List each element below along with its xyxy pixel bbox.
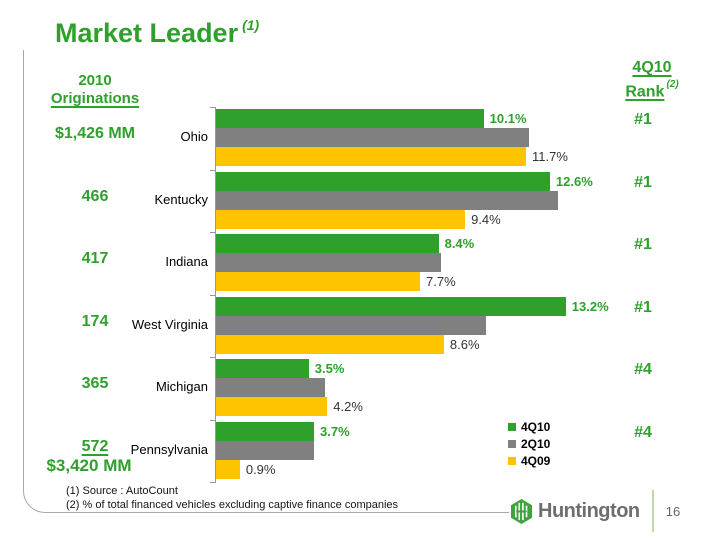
bar-label-4q09: 0.9% bbox=[245, 461, 276, 477]
rank-value: #1 bbox=[634, 111, 652, 128]
origination-value: 365 bbox=[81, 375, 109, 392]
bar-4q09 bbox=[216, 209, 466, 229]
origination-value: 174 bbox=[81, 312, 109, 330]
origination-value: 417 bbox=[81, 250, 109, 267]
bar-2q10 bbox=[216, 253, 442, 272]
rank-header: 4Q10 Rank (2) bbox=[610, 58, 694, 102]
category-label: West Virginia bbox=[131, 316, 208, 332]
origination-value: 572 bbox=[81, 437, 109, 455]
bar-label-4q10: 10.1% bbox=[489, 111, 527, 126]
legend-swatch-4q09 bbox=[508, 456, 516, 465]
category-label: Michigan bbox=[155, 379, 208, 394]
bar-label-4q10: 13.2% bbox=[571, 298, 609, 314]
rank-header-line1: 4Q10 bbox=[632, 59, 672, 76]
bar-4q09 bbox=[216, 334, 444, 354]
footnotes: (1) Source : AutoCount (2) % of total fi… bbox=[66, 484, 398, 512]
bar-2q10 bbox=[216, 440, 315, 460]
bar-2q10 bbox=[216, 128, 529, 147]
bar-4q10 bbox=[216, 234, 439, 253]
page-title: Market Leader (1) bbox=[55, 17, 260, 49]
legend-item: 4Q10 bbox=[508, 418, 550, 435]
chart-legend: 4Q10 2Q10 4Q09 bbox=[508, 418, 550, 469]
bar-label-4q09: 11.7% bbox=[532, 149, 568, 164]
bar-4q09 bbox=[216, 272, 421, 291]
rank-value: #4 bbox=[634, 361, 652, 378]
huntington-logo: Huntington bbox=[510, 499, 640, 524]
originations-header-line1: 2010 bbox=[78, 72, 112, 89]
bar-4q10 bbox=[216, 296, 566, 316]
legend-label: 2Q10 bbox=[521, 436, 551, 451]
footnote-2: (2) % of total financed vehicles excludi… bbox=[66, 499, 399, 511]
legend-label: 4Q09 bbox=[521, 453, 551, 468]
bar-4q10 bbox=[216, 421, 315, 441]
originations-total: $3,420 MM bbox=[46, 456, 132, 475]
page-title-text: Market Leader bbox=[55, 18, 239, 48]
chart-row: Pennsylvania 3.7% 0.9% bbox=[131, 420, 616, 479]
bar-2q10 bbox=[216, 315, 487, 335]
footer-separator bbox=[652, 490, 654, 532]
bar-4q09 bbox=[216, 147, 527, 166]
axis-tick bbox=[210, 357, 216, 358]
chart-row: Michigan 3.5% 4.2% bbox=[156, 357, 616, 416]
bar-2q10 bbox=[216, 378, 325, 397]
rank-value: #4 bbox=[634, 423, 652, 441]
legend-swatch-4q10 bbox=[508, 422, 516, 431]
legend-item: 4Q09 bbox=[508, 452, 550, 469]
legend-label: 4Q10 bbox=[521, 419, 551, 434]
huntington-wordmark: Huntington bbox=[538, 500, 640, 522]
chart-plot: Ohio 10.1% 11.7% Kentucky 12.6% 9.4% Indiana 8.… bbox=[131, 107, 616, 483]
bar-label-4q09: 8.6% bbox=[449, 336, 480, 352]
bar-4q10 bbox=[216, 359, 309, 378]
origination-value: 466 bbox=[81, 187, 109, 205]
category-label: Kentucky bbox=[154, 191, 208, 207]
bar-label-4q10: 12.6% bbox=[555, 173, 593, 189]
bar-label-4q09: 9.4% bbox=[471, 211, 501, 227]
axis-tick bbox=[210, 419, 216, 421]
rank-header-line2: Rank bbox=[625, 83, 665, 101]
category-label: Pennsylvania bbox=[130, 441, 208, 457]
footnote-1: (1) Source : AutoCount bbox=[66, 485, 178, 497]
bar-label-4q10: 3.7% bbox=[320, 423, 350, 439]
bar-4q09 bbox=[216, 397, 328, 416]
rank-value: #1 bbox=[634, 236, 652, 253]
chart-row: West Virginia 13.2% 8.6% bbox=[132, 295, 616, 354]
huntington-hexagon-icon bbox=[510, 499, 533, 524]
bar-label-4q10: 3.5% bbox=[314, 361, 345, 376]
legend-item: 2Q10 bbox=[508, 435, 550, 452]
chart-row: Kentucky 12.6% 9.4% bbox=[155, 170, 616, 229]
page-number: 16 bbox=[665, 504, 681, 519]
axis-tick bbox=[210, 107, 216, 108]
rank-footnote-ref: (2) bbox=[666, 79, 679, 90]
axis-tick bbox=[210, 482, 216, 483]
category-label: Indiana bbox=[165, 254, 208, 269]
slide-frame-border bbox=[23, 50, 509, 513]
axis-tick bbox=[210, 169, 216, 171]
category-label: Ohio bbox=[180, 129, 208, 144]
bar-label-4q10: 8.4% bbox=[444, 236, 475, 251]
bar-4q10 bbox=[216, 171, 550, 191]
legend-swatch-2q10 bbox=[508, 439, 516, 448]
bar-2q10 bbox=[216, 190, 558, 210]
chart-row: Ohio 10.1% 11.7% bbox=[181, 107, 616, 166]
bar-label-4q09: 4.2% bbox=[333, 399, 363, 414]
axis-tick bbox=[210, 294, 216, 296]
title-footnote-ref: (1) bbox=[242, 17, 260, 33]
rank-value: #1 bbox=[634, 173, 652, 191]
rank-value: #1 bbox=[634, 298, 652, 316]
bar-4q10 bbox=[216, 109, 484, 128]
originations-header-line2: Originations bbox=[50, 90, 140, 107]
originations-header: 2010 Originations bbox=[36, 72, 154, 108]
chart-row: Indiana 8.4% 7.7% bbox=[165, 232, 616, 291]
bar-label-4q09: 7.7% bbox=[426, 274, 456, 289]
axis-tick bbox=[210, 232, 216, 233]
origination-value: $1,426 MM bbox=[54, 125, 136, 142]
bar-4q09 bbox=[216, 459, 240, 479]
